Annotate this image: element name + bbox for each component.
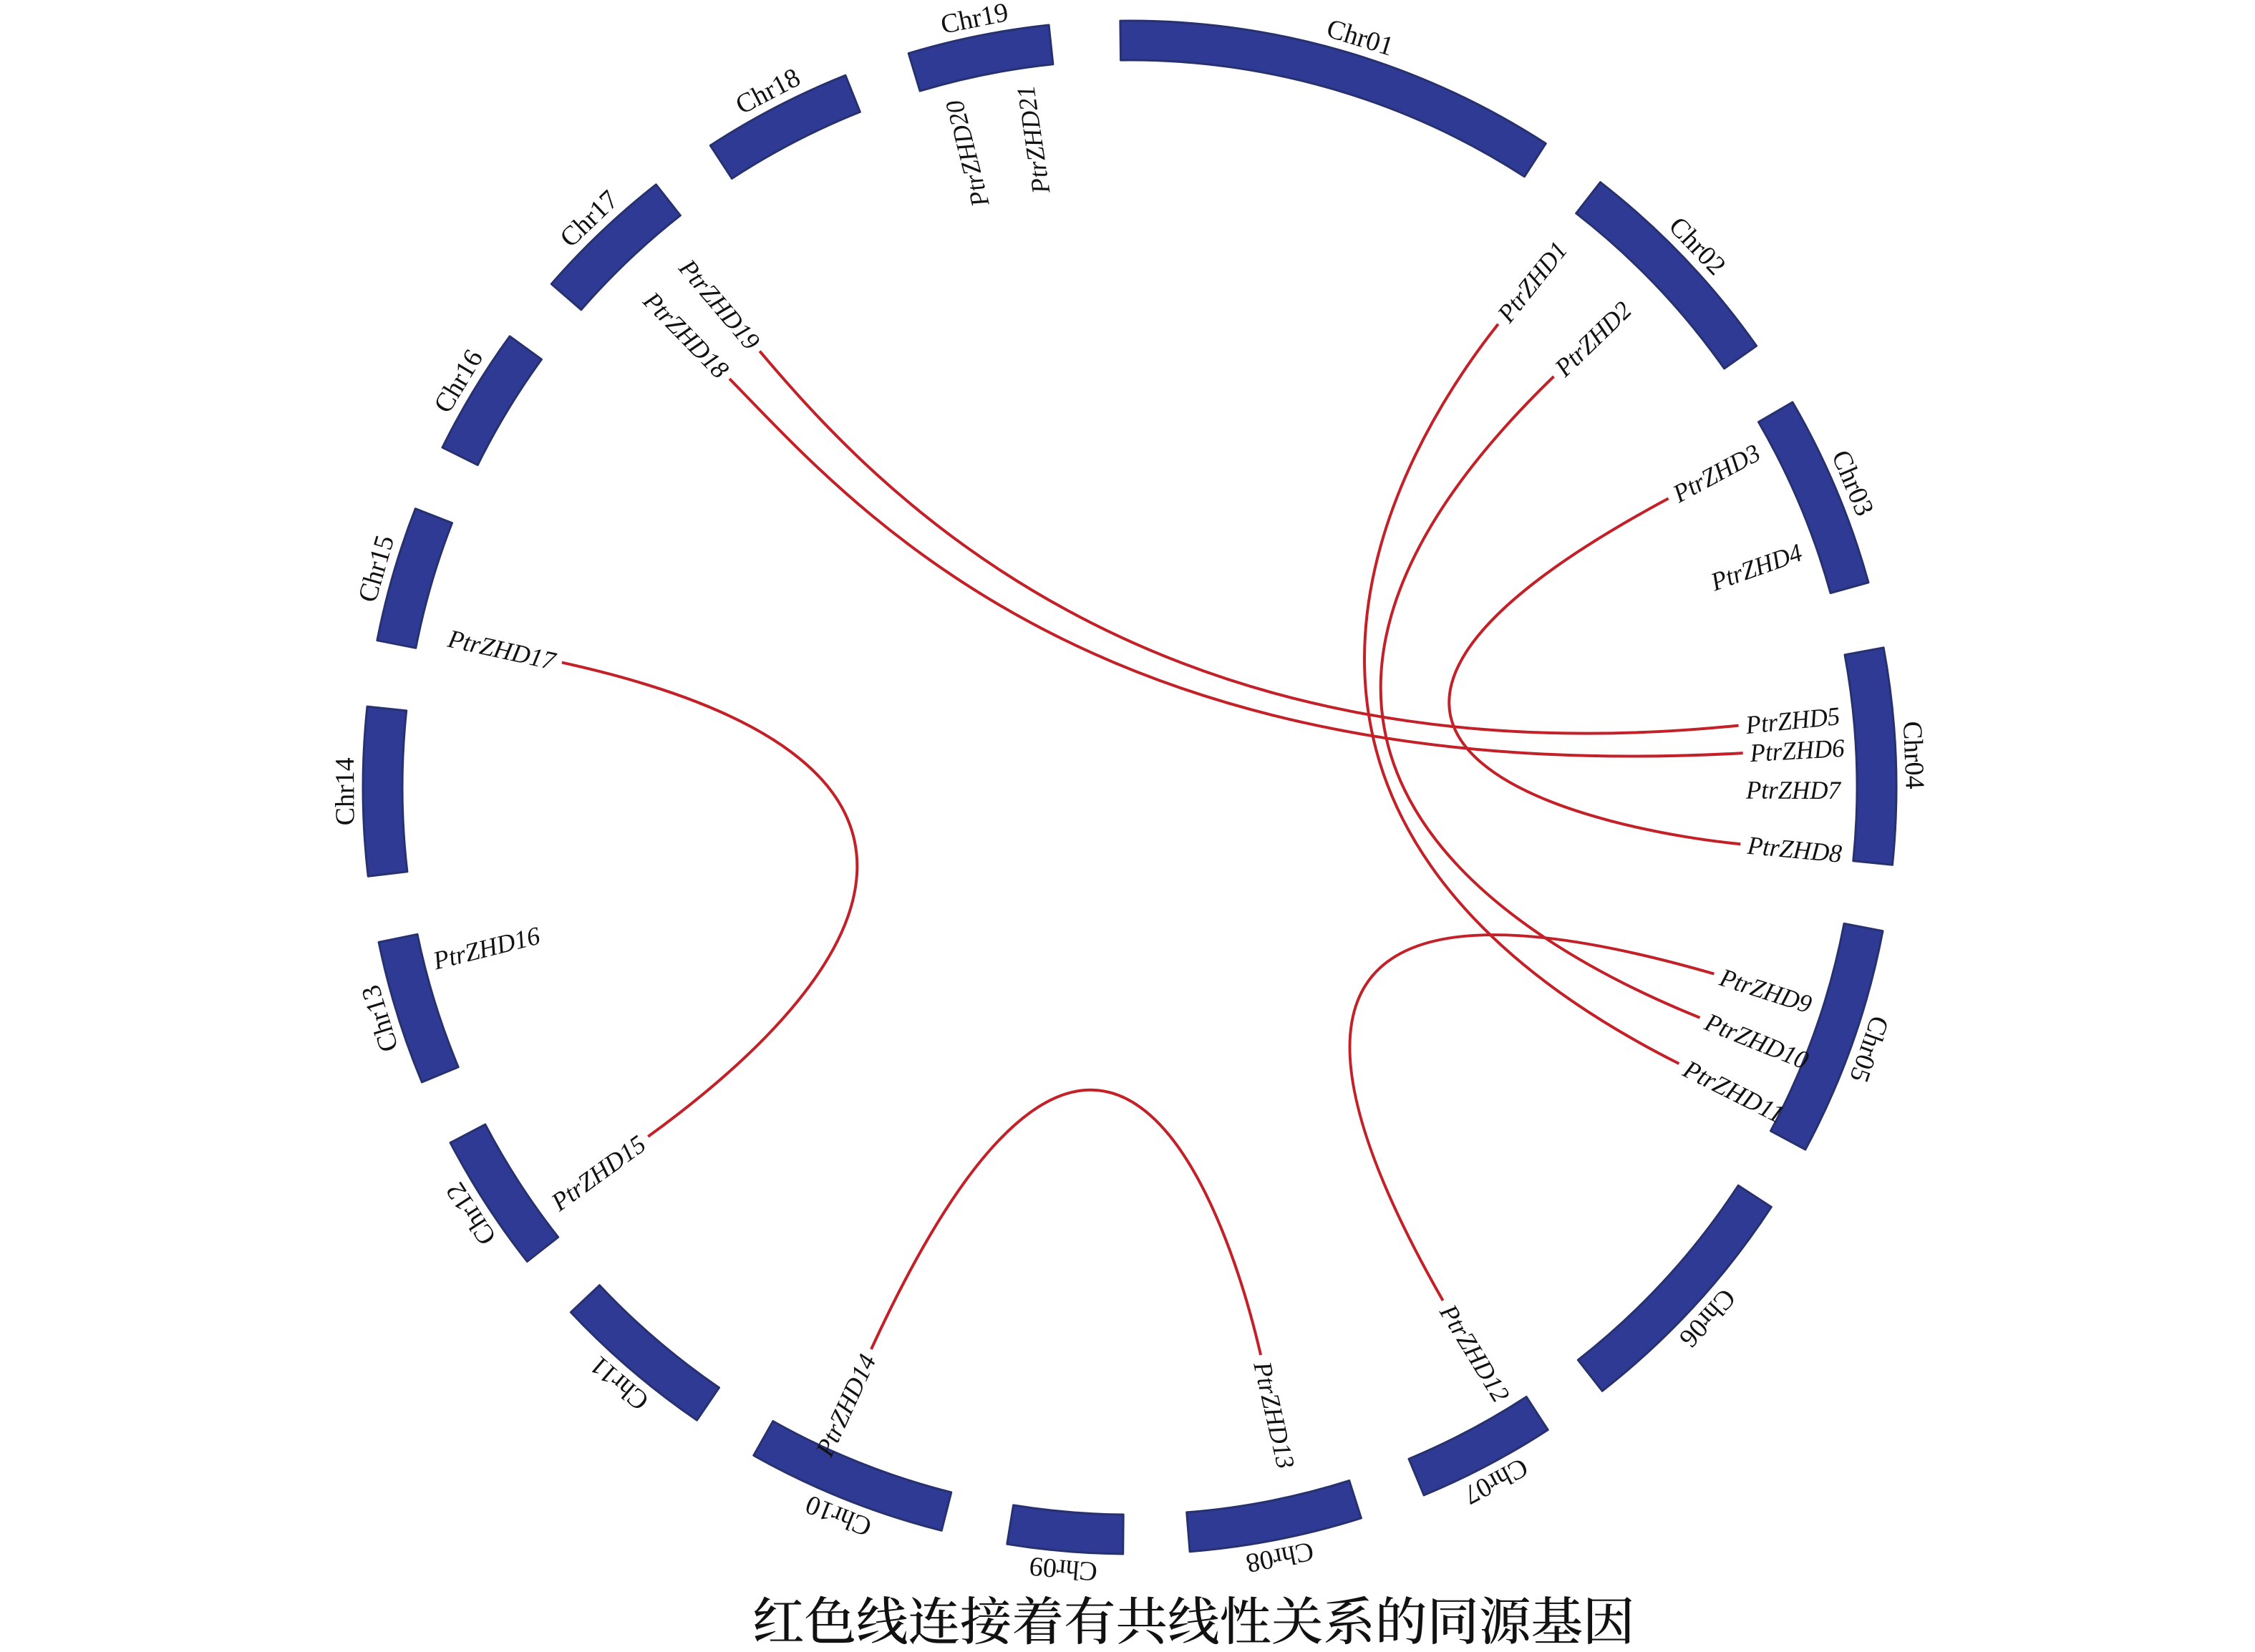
svg-text:Chr09: Chr09	[1028, 1551, 1098, 1587]
svg-text:Chr14: Chr14	[330, 757, 360, 825]
svg-text:PtrZHD7: PtrZHD7	[1745, 776, 1842, 805]
svg-text:PtrZHD6: PtrZHD6	[1749, 734, 1846, 767]
svg-text:Chr04: Chr04	[1897, 721, 1930, 790]
